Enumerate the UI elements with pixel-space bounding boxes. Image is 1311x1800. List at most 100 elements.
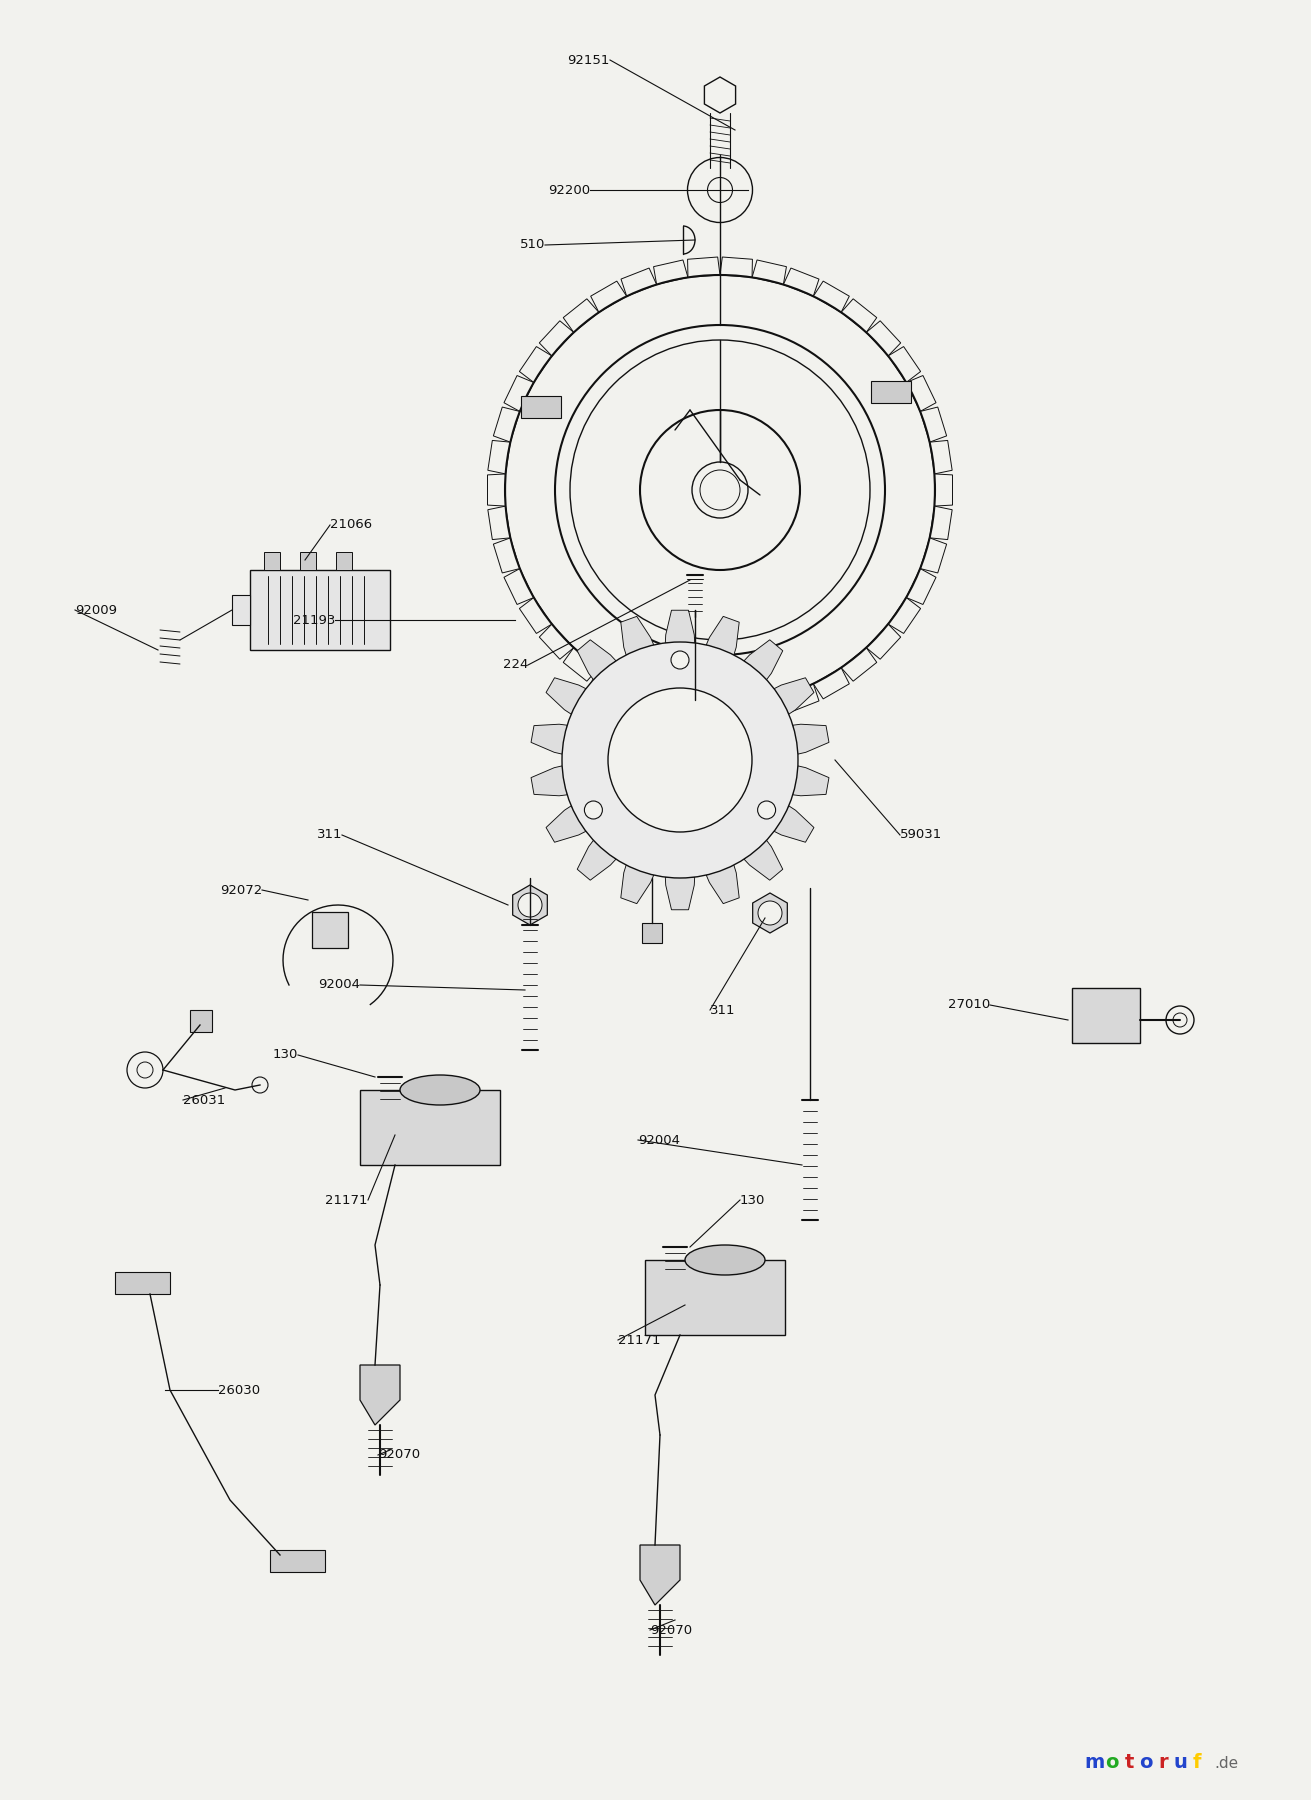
Circle shape [608, 688, 753, 832]
Polygon shape [753, 893, 788, 932]
Polygon shape [531, 765, 568, 796]
Ellipse shape [686, 1246, 766, 1274]
Polygon shape [539, 320, 574, 356]
Polygon shape [361, 1364, 400, 1426]
Polygon shape [591, 668, 627, 698]
Text: 311: 311 [711, 1004, 735, 1017]
Polygon shape [842, 299, 877, 333]
Polygon shape [519, 347, 552, 383]
Polygon shape [867, 625, 901, 659]
Text: 224: 224 [502, 659, 528, 671]
Text: 92004: 92004 [638, 1134, 680, 1147]
Text: 92151: 92151 [568, 54, 610, 67]
Polygon shape [707, 616, 739, 655]
Text: 26031: 26031 [184, 1093, 225, 1107]
Polygon shape [488, 441, 510, 473]
Polygon shape [745, 639, 783, 680]
Text: 92070: 92070 [650, 1624, 692, 1636]
Polygon shape [929, 441, 952, 473]
Text: 130: 130 [273, 1048, 298, 1062]
Polygon shape [621, 616, 654, 655]
Ellipse shape [400, 1075, 480, 1105]
Polygon shape [519, 598, 552, 634]
Polygon shape [577, 639, 616, 680]
Polygon shape [503, 569, 534, 605]
Text: 311: 311 [316, 828, 342, 842]
Text: 21171: 21171 [617, 1334, 661, 1346]
Bar [312, 913, 347, 949]
Polygon shape [753, 695, 787, 720]
Circle shape [585, 801, 602, 819]
Text: 130: 130 [739, 1193, 766, 1206]
Text: 27010: 27010 [948, 999, 990, 1012]
Bar [250, 571, 389, 650]
Polygon shape [935, 473, 953, 506]
Polygon shape [867, 320, 901, 356]
Polygon shape [687, 257, 720, 277]
Polygon shape [784, 268, 819, 297]
Polygon shape [640, 1544, 680, 1606]
Bar [270, 1550, 325, 1571]
Polygon shape [621, 268, 657, 297]
Polygon shape [784, 684, 819, 713]
Bar [871, 380, 911, 403]
Polygon shape [793, 724, 829, 754]
Polygon shape [654, 259, 688, 284]
Text: 59031: 59031 [899, 828, 943, 842]
Polygon shape [621, 866, 654, 904]
Polygon shape [531, 724, 568, 754]
Text: f: f [1193, 1753, 1201, 1773]
Bar [336, 553, 351, 571]
Polygon shape [813, 281, 850, 313]
Text: o: o [1105, 1753, 1118, 1773]
Polygon shape [621, 684, 657, 713]
Text: u: u [1173, 1753, 1186, 1773]
Text: 21171: 21171 [325, 1193, 368, 1206]
Polygon shape [513, 886, 547, 925]
Text: 21066: 21066 [330, 518, 372, 531]
Text: 92070: 92070 [378, 1449, 420, 1462]
Text: 26030: 26030 [218, 1384, 260, 1397]
Circle shape [127, 1051, 163, 1087]
Circle shape [671, 652, 690, 670]
Polygon shape [906, 569, 936, 605]
Text: 510: 510 [519, 238, 545, 252]
Polygon shape [842, 648, 877, 680]
Text: m: m [1086, 1753, 1105, 1773]
Bar [645, 1260, 785, 1336]
Circle shape [758, 801, 776, 819]
Bar [115, 1273, 170, 1294]
Polygon shape [720, 702, 753, 724]
Circle shape [758, 902, 781, 925]
Bar [361, 1091, 499, 1165]
Text: t: t [1125, 1753, 1134, 1773]
Circle shape [562, 643, 798, 878]
Polygon shape [920, 407, 947, 443]
Polygon shape [493, 407, 520, 443]
Polygon shape [493, 538, 520, 572]
Text: 21193: 21193 [292, 614, 336, 626]
Polygon shape [547, 679, 586, 715]
Circle shape [1165, 1006, 1194, 1033]
Text: .de: .de [1214, 1755, 1238, 1771]
Polygon shape [591, 281, 627, 313]
Polygon shape [577, 841, 616, 880]
Polygon shape [813, 668, 850, 698]
Text: r: r [1158, 1753, 1168, 1773]
Text: 92009: 92009 [75, 603, 117, 616]
Polygon shape [665, 610, 695, 643]
Polygon shape [773, 679, 814, 715]
Polygon shape [906, 376, 936, 412]
Circle shape [518, 893, 541, 916]
Polygon shape [488, 473, 506, 506]
Polygon shape [704, 77, 735, 113]
Polygon shape [488, 506, 510, 540]
Text: 92004: 92004 [319, 979, 361, 992]
Polygon shape [793, 765, 829, 796]
Polygon shape [707, 866, 739, 904]
Polygon shape [665, 877, 695, 909]
Polygon shape [687, 702, 720, 724]
Bar [1072, 988, 1141, 1042]
Polygon shape [503, 376, 534, 412]
Text: o: o [1139, 1753, 1152, 1773]
